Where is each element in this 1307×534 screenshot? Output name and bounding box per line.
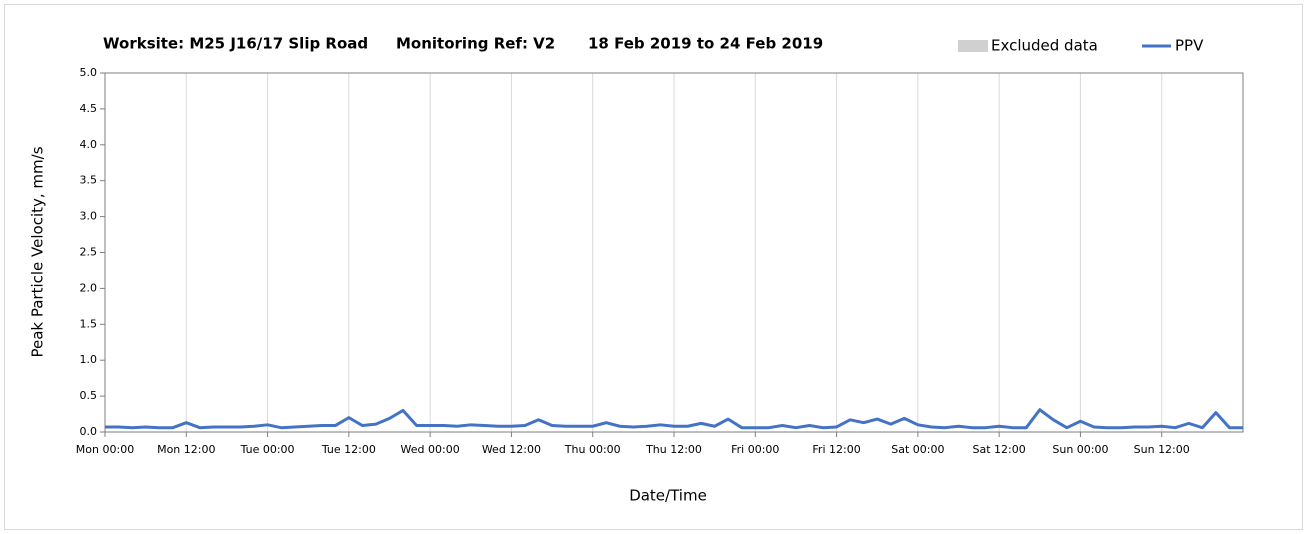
y-tick-label: 3.0	[80, 210, 98, 223]
y-tick-label: 4.5	[80, 102, 98, 115]
y-tick-label: 4.0	[80, 138, 98, 151]
y-tick-label: 0.5	[80, 389, 98, 402]
y-tick-label: 1.5	[80, 317, 98, 330]
y-tick-label: 0.0	[80, 425, 98, 438]
x-tick-label: Mon 00:00	[76, 443, 134, 456]
x-tick-label: Thu 12:00	[645, 443, 702, 456]
y-tick-label: 2.5	[80, 246, 98, 259]
x-tick-label: Wed 00:00	[401, 443, 460, 456]
chart-frame	[4, 4, 1303, 530]
x-tick-label: Tue 00:00	[240, 443, 295, 456]
x-tick-label: Sat 12:00	[973, 443, 1026, 456]
y-axis-title: Peak Particle Velocity, mm/s	[29, 146, 47, 357]
chart-subtitle: Monitoring Ref: V2	[396, 35, 555, 53]
x-tick-label: Fri 12:00	[812, 443, 860, 456]
y-tick-label: 3.5	[80, 174, 98, 187]
y-tick-label: 5.0	[80, 66, 98, 79]
x-tick-label: Sat 00:00	[891, 443, 944, 456]
x-axis-title: Date/Time	[629, 487, 707, 505]
x-tick-label: Tue 12:00	[321, 443, 376, 456]
x-tick-label: Wed 12:00	[482, 443, 541, 456]
y-tick-label: 2.0	[80, 281, 98, 294]
chart-title: Worksite: M25 J16/17 Slip Road	[103, 35, 368, 53]
data-line	[105, 408, 1243, 430]
x-tick-label: Sun 12:00	[1134, 443, 1190, 456]
legend-label: PPV	[1175, 37, 1204, 55]
chart-subtitle: 18 Feb 2019 to 24 Feb 2019	[588, 35, 823, 53]
y-tick-label: 1.0	[80, 353, 98, 366]
legend-swatch	[958, 40, 988, 52]
x-tick-label: Mon 12:00	[157, 443, 215, 456]
x-tick-label: Sun 00:00	[1052, 443, 1108, 456]
legend-label: Excluded data	[991, 37, 1098, 55]
x-tick-label: Fri 00:00	[731, 443, 779, 456]
x-tick-label: Thu 00:00	[564, 443, 621, 456]
